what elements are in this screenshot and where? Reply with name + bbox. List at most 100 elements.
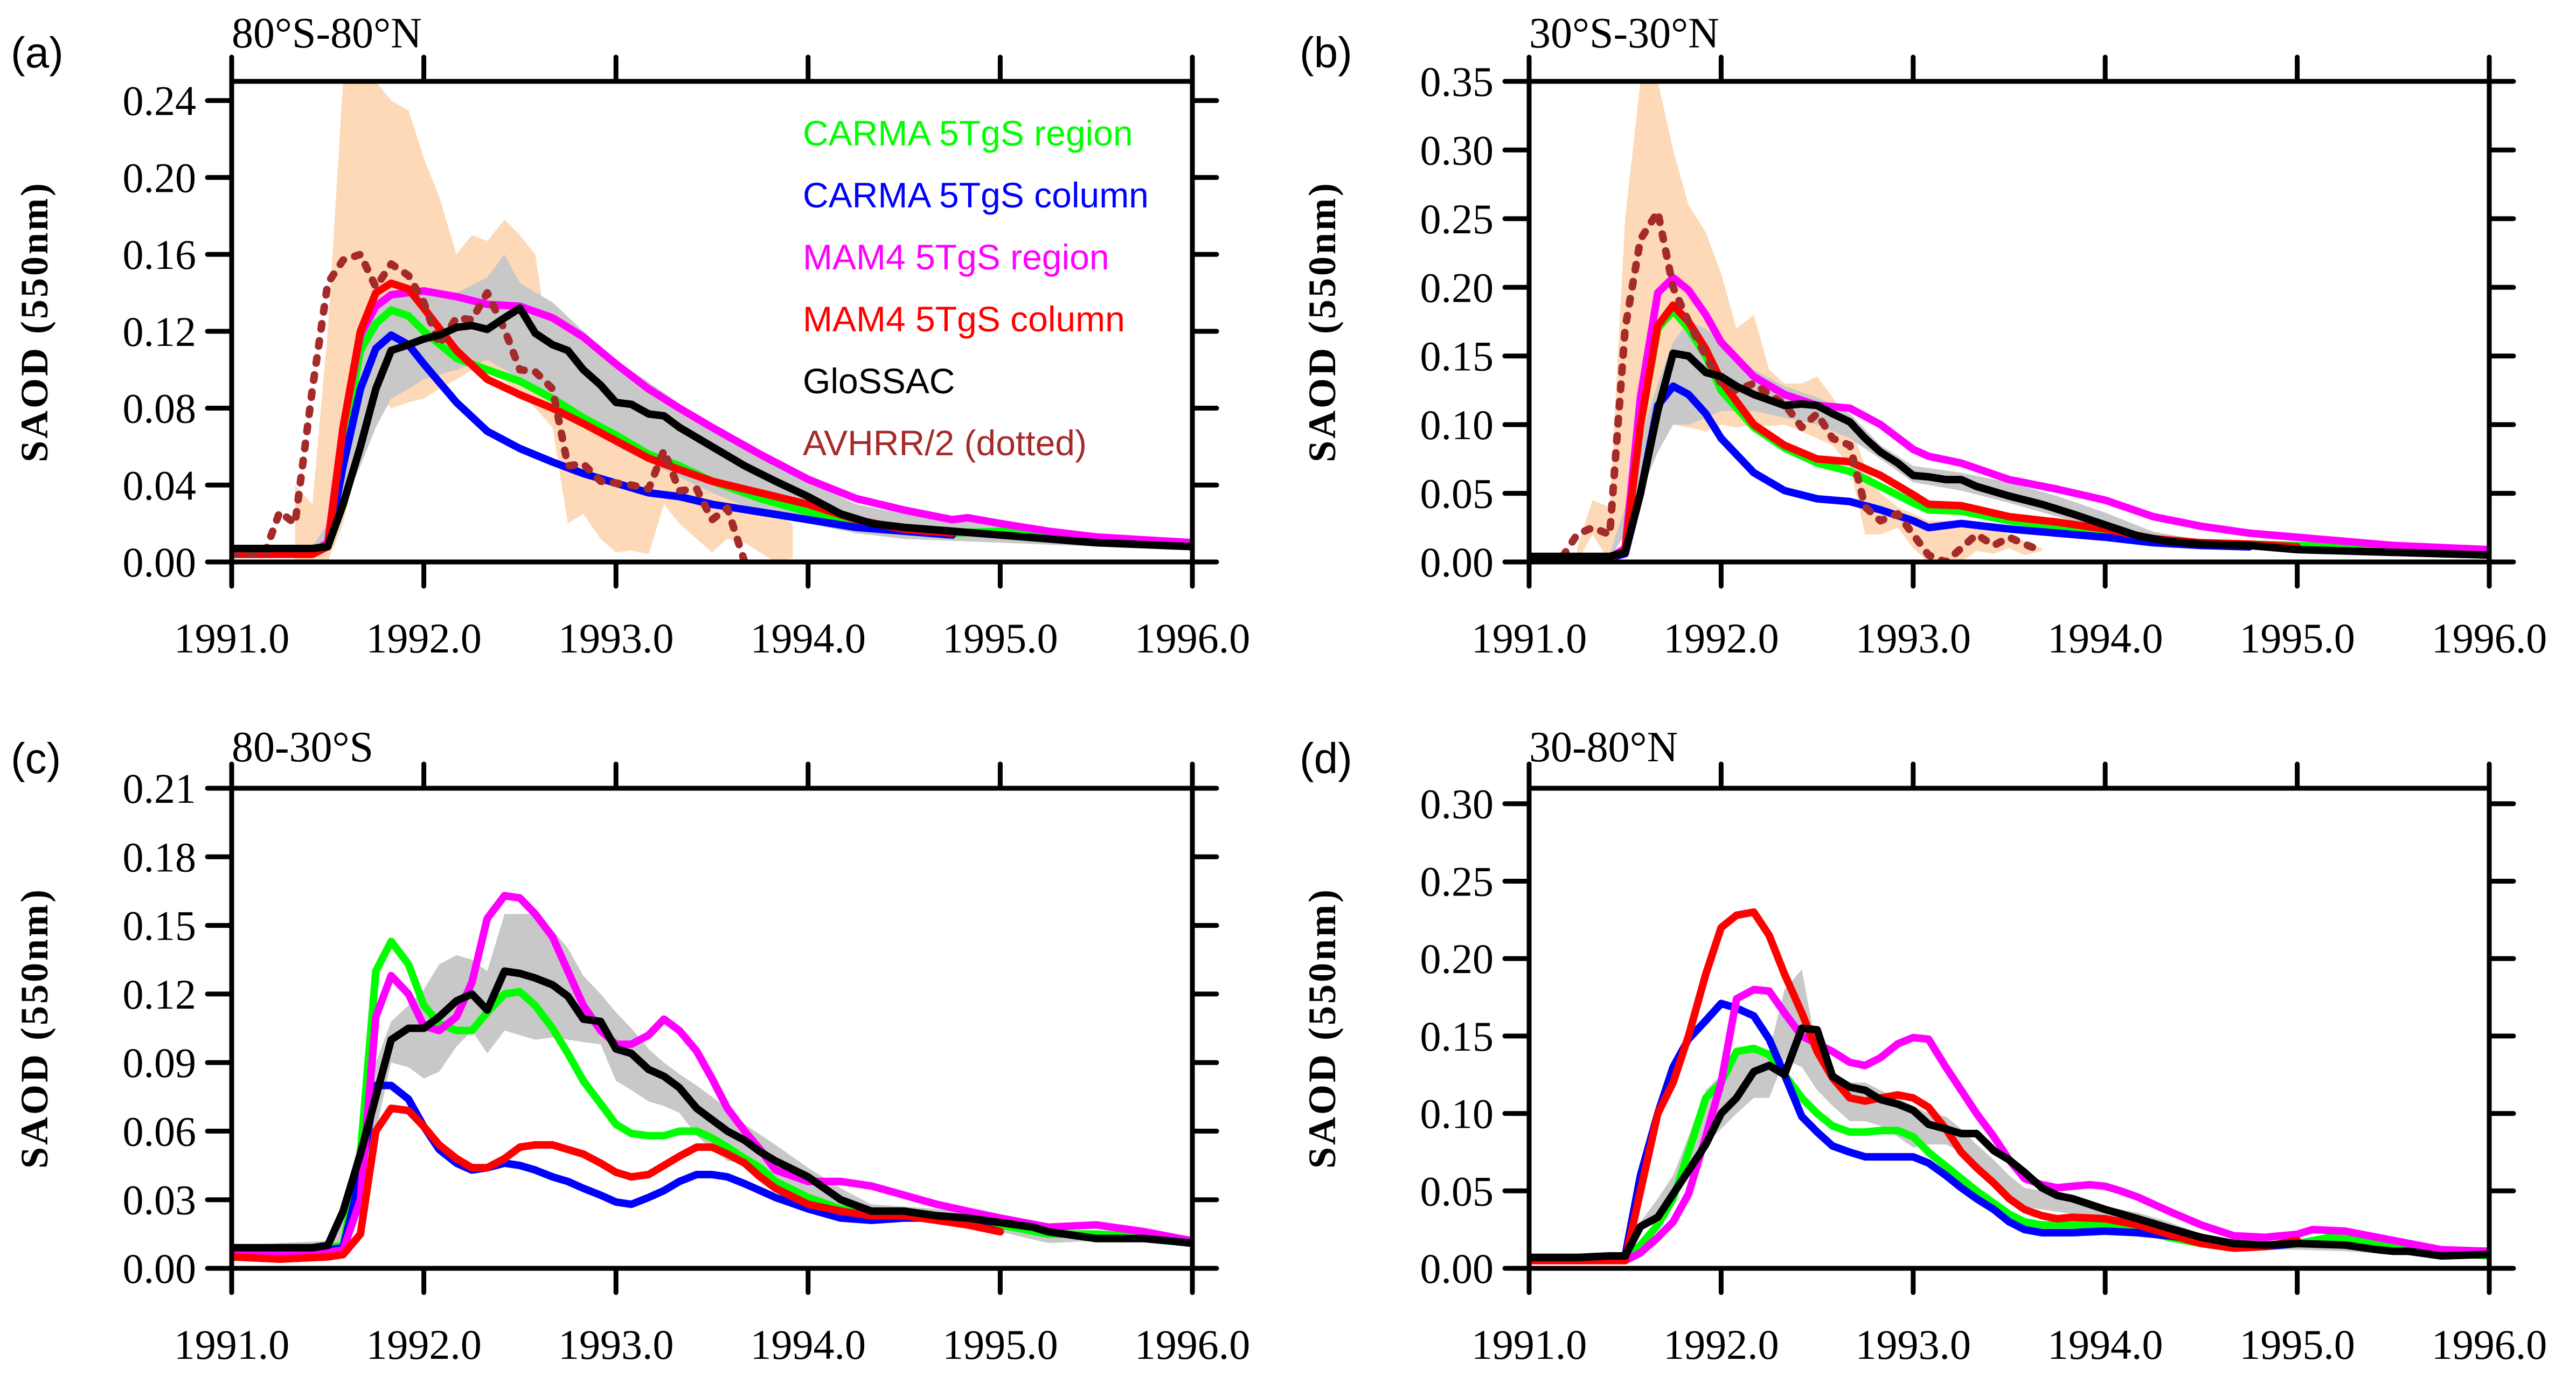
x-tick-label: 1991.0 <box>1471 1321 1587 1368</box>
y-tick-label: 0.18 <box>123 834 197 880</box>
y-tick-label: 0.35 <box>1420 58 1494 105</box>
y-tick-label: 0.10 <box>1420 401 1494 448</box>
panel-d: (d) 30-80°N SAOD (550nm) 1991.0 1992.0 199… <box>1300 724 2547 1368</box>
y-tick-label: 0.05 <box>1420 470 1494 517</box>
legend-item-glossac: GloSSAC <box>803 361 955 401</box>
y-tick-label: 0.00 <box>1420 539 1494 586</box>
x-tick-label: 1996.0 <box>2432 1321 2547 1368</box>
y-tick-label: 0.15 <box>1420 1013 1494 1060</box>
series-line-glossac <box>1529 1024 2489 1261</box>
y-tick-label: 0.00 <box>1420 1245 1494 1292</box>
legend-item-mam4-region: MAM4 5TgS region <box>803 237 1109 277</box>
y-tick-label: 0.16 <box>123 231 197 278</box>
y-axis-label: SAOD (550nm) <box>1301 887 1344 1169</box>
x-tick-label: 1994.0 <box>2047 615 2163 662</box>
y-tick-label: 0.21 <box>123 765 197 812</box>
series-line-carma-column <box>232 1081 1004 1256</box>
y-tick-label: 0.24 <box>123 78 197 124</box>
panel-title: 80-30°S <box>232 724 373 771</box>
y-tick-label: 0.00 <box>123 539 197 586</box>
panel-a: (a) 80°S-80°N SAOD (550nm) 1991.0 1992.0 1… <box>11 10 1250 662</box>
x-tick-label: 1993.0 <box>1856 615 1971 662</box>
y-tick-label: 0.20 <box>123 154 197 201</box>
x-tick-label: 1992.0 <box>366 1321 482 1368</box>
plot-contents <box>232 892 1192 1263</box>
legend-item-avhrr: AVHRR/2 (dotted) <box>803 423 1087 463</box>
x-tick-label: 1993.0 <box>558 615 674 662</box>
y-tick-label: 0.09 <box>123 1039 197 1086</box>
x-tick-label: 1996.0 <box>1135 615 1251 662</box>
y-tick-label: 0.15 <box>1420 333 1494 380</box>
panel-c: (c) 80-30°S SAOD (550nm) 1991.0 1992.0 199… <box>11 724 1250 1368</box>
panel-label: (d) <box>1300 734 1352 782</box>
y-tick-label: 0.00 <box>123 1245 197 1292</box>
plot-contents <box>232 81 1192 562</box>
x-tick-label: 1993.0 <box>1856 1321 1971 1368</box>
plot-area: 1991.0 1992.0 1993.0 1994.0 1995.0 1996.0 0.00… <box>1420 761 2547 1368</box>
panel-label: (c) <box>11 734 61 782</box>
x-tick-label: 1995.0 <box>942 615 1058 662</box>
y-tick-label: 0.20 <box>1420 264 1494 311</box>
series-line-mam4-region <box>232 892 1192 1256</box>
x-tick-label: 1992.0 <box>1663 1321 1779 1368</box>
legend-item-carma-region: CARMA 5TgS region <box>803 113 1133 153</box>
plot-area: 1991.0 1992.0 1993.0 1994.0 1995.0 1996.0 0.00… <box>1420 54 2547 662</box>
series-line-carma-column <box>232 331 956 557</box>
x-tick-label: 1993.0 <box>558 1321 674 1368</box>
legend-item-carma-column: CARMA 5TgS column <box>803 175 1149 215</box>
y-tick-label: 0.25 <box>1420 196 1494 242</box>
y-tick-label: 0.15 <box>123 902 197 949</box>
series-line-mam4-column <box>232 1105 1004 1263</box>
x-tick-label: 1991.0 <box>1471 615 1587 662</box>
axes: 1991.0 1992.0 1993.0 1994.0 1995.0 1996.0 0.00… <box>123 54 1251 662</box>
series-line-mam4-region <box>1529 274 2489 562</box>
y-tick-label: 0.05 <box>1420 1168 1494 1214</box>
x-tick-label: 1992.0 <box>366 615 482 662</box>
y-tick-label: 0.03 <box>123 1177 197 1224</box>
series-line-avhrr <box>232 251 749 562</box>
panel-title: 30°S-30°N <box>1529 10 1719 57</box>
y-axis-label: SAOD (550nm) <box>13 887 56 1169</box>
x-tick-label: 1994.0 <box>751 615 866 662</box>
y-tick-label: 0.30 <box>1420 781 1494 828</box>
legend: CARMA 5TgS region CARMA 5TgS column MAM4… <box>803 113 1149 463</box>
panel-b: (b) 30°S-30°N SAOD (550nm) 1991.0 1992.0 1… <box>1300 10 2547 662</box>
series-line-avhrr <box>1529 208 2046 562</box>
x-tick-label: 1992.0 <box>1663 615 1779 662</box>
plot-area: 1991.0 1992.0 1993.0 1994.0 1995.0 1996.0 0.00… <box>123 761 1251 1368</box>
x-tick-label: 1991.0 <box>174 615 290 662</box>
axes: 1991.0 1992.0 1993.0 1994.0 1995.0 1996.0 0.00… <box>1420 54 2547 662</box>
panel-title: 80°S-80°N <box>232 10 422 57</box>
plot-contents <box>1529 908 2489 1265</box>
x-tick-label: 1996.0 <box>1135 1321 1251 1368</box>
glossac-spread-band <box>1529 322 2489 558</box>
legend-item-mam4-column: MAM4 5TgS column <box>803 299 1125 339</box>
series-line-mam4-region <box>1529 985 2489 1265</box>
y-tick-label: 0.06 <box>123 1108 197 1155</box>
y-tick-label: 0.10 <box>1420 1091 1494 1137</box>
y-axis-label: SAOD (550nm) <box>13 181 56 462</box>
y-tick-label: 0.30 <box>1420 127 1494 173</box>
x-tick-label: 1995.0 <box>2239 1321 2355 1368</box>
plot-contents <box>1529 81 2489 562</box>
axes: 1991.0 1992.0 1993.0 1994.0 1995.0 1996.0 0.00… <box>1420 761 2547 1368</box>
y-tick-label: 0.12 <box>123 308 197 355</box>
series-line-mam4-column <box>232 279 956 558</box>
y-axis-label: SAOD (550nm) <box>1301 181 1344 462</box>
series-line-mam4-column <box>1529 301 2301 562</box>
panel-label: (b) <box>1300 29 1352 77</box>
x-tick-label: 1994.0 <box>751 1321 866 1368</box>
series-line-glossac <box>232 304 1192 552</box>
x-tick-label: 1996.0 <box>2432 615 2547 662</box>
panel-title: 30-80°N <box>1529 724 1678 771</box>
plot-area: 1991.0 1992.0 1993.0 1994.0 1995.0 1996.0 0.00… <box>123 54 1251 662</box>
x-tick-label: 1995.0 <box>2239 615 2355 662</box>
series-line-glossac <box>1529 349 2489 560</box>
x-tick-label: 1995.0 <box>942 1321 1058 1368</box>
y-tick-label: 0.08 <box>123 385 197 432</box>
axes: 1991.0 1992.0 1993.0 1994.0 1995.0 1996.0 0.00… <box>123 761 1251 1368</box>
panel-label: (a) <box>11 29 64 77</box>
y-tick-label: 0.25 <box>1420 858 1494 905</box>
y-tick-label: 0.12 <box>123 971 197 1018</box>
